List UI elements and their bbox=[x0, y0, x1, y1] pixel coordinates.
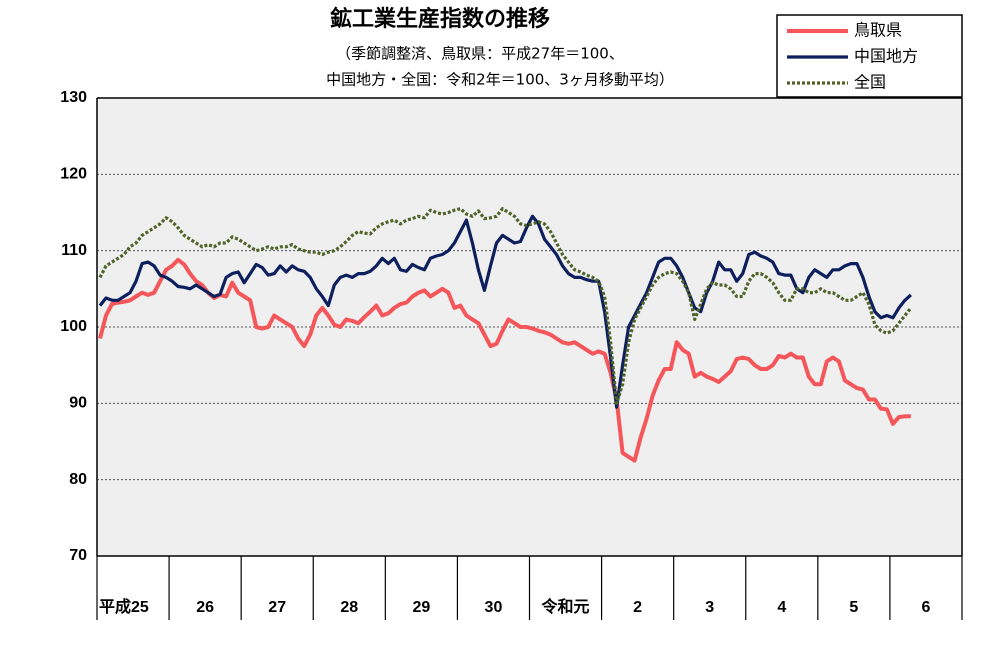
legend-label: 中国地方 bbox=[854, 47, 918, 66]
y-tick-label: 90 bbox=[69, 395, 87, 412]
x-tick-label: 27 bbox=[268, 599, 286, 616]
y-tick-label: 110 bbox=[61, 242, 87, 259]
series-line bbox=[98, 257, 911, 463]
x-tick-label: 令和元 bbox=[541, 597, 590, 616]
series-line bbox=[98, 207, 913, 405]
legend-label: 鳥取県 bbox=[854, 21, 902, 40]
chart-subtitle: 中国地方・全国：令和2年＝100、3ヶ月移動平均） bbox=[326, 71, 674, 89]
y-tick-label: 130 bbox=[60, 89, 87, 106]
x-tick-label: 29 bbox=[412, 599, 430, 616]
y-tick-label: 80 bbox=[69, 471, 87, 488]
x-tick-label: 2 bbox=[633, 599, 642, 616]
x-tick-label: 26 bbox=[196, 599, 214, 616]
x-tick-label: 3 bbox=[705, 599, 714, 616]
legend-label: 全国 bbox=[854, 73, 886, 92]
y-tick-label: 100 bbox=[60, 318, 87, 335]
series-line bbox=[98, 214, 912, 409]
x-tick-label: 4 bbox=[777, 599, 786, 616]
y-tick-label: 70 bbox=[69, 547, 87, 564]
chart-title: 鉱工業生産指数の推移 bbox=[330, 6, 550, 32]
x-tick-label: 6 bbox=[922, 599, 931, 616]
x-tick-label: 5 bbox=[849, 599, 858, 616]
x-tick-label: 平成25 bbox=[99, 597, 149, 616]
chart-subtitle: （季節調整済、鳥取県：平成27年＝100、 bbox=[336, 45, 624, 63]
y-tick-label: 120 bbox=[60, 166, 87, 183]
x-tick-label: 28 bbox=[340, 599, 358, 616]
x-tick-label: 30 bbox=[485, 599, 503, 616]
